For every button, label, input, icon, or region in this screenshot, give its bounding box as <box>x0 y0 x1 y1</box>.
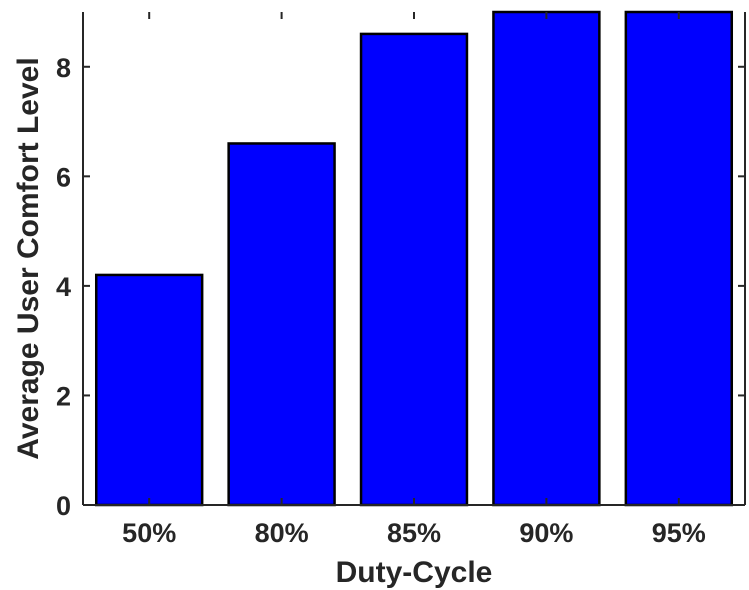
y-tick-label: 6 <box>56 162 71 192</box>
bar-85pct <box>359 32 469 507</box>
x-axis-title: Duty-Cycle <box>336 556 493 589</box>
x-tick-label: 90% <box>519 518 573 548</box>
x-tick-label: 80% <box>255 518 309 548</box>
bar-80pct <box>227 142 336 507</box>
x-tick-label: 85% <box>387 518 441 548</box>
x-tick-labels: 50% 80% 85% 90% 95% <box>122 518 706 548</box>
bar-50pct <box>94 273 204 507</box>
x-tick-label: 95% <box>652 518 706 548</box>
x-tick-label: 50% <box>122 518 176 548</box>
y-axis-title: Average User Comfort Level <box>12 57 45 459</box>
y-tick-label: 0 <box>56 491 71 521</box>
y-tick-labels: 0 2 4 6 8 <box>56 53 71 521</box>
bar-95pct <box>624 10 734 507</box>
bars-group <box>94 10 734 507</box>
y-tick-label: 2 <box>56 381 71 411</box>
bar-90pct <box>492 10 601 507</box>
y-tick-label: 8 <box>56 53 71 83</box>
y-tick-label: 4 <box>56 272 71 302</box>
